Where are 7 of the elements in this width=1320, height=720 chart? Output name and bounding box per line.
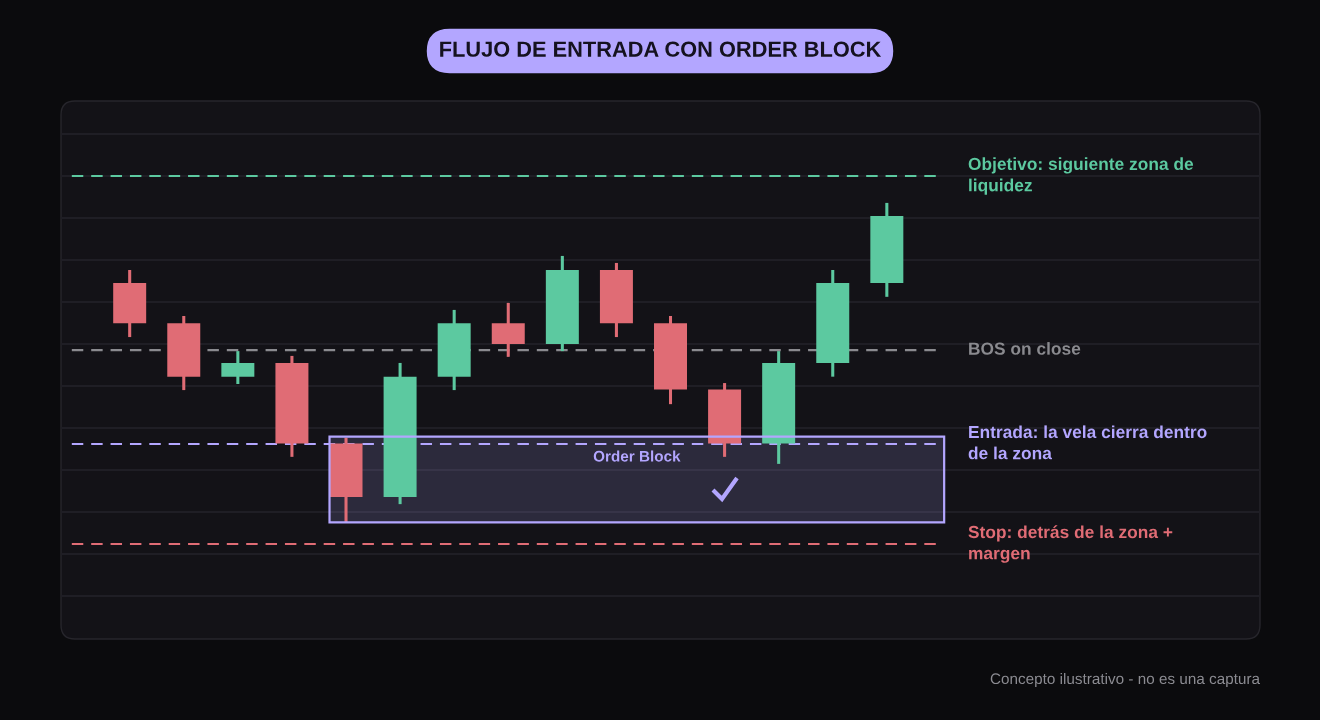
chart-title: FLUJO DE ENTRADA CON ORDER BLOCK [440,41,882,57]
ref-line-label: Entrada: la vela cierra dentro de la zona [968,425,1207,460]
ref-line-label: Objetivo: siguiente zona de liquidez [968,157,1194,195]
band-label: Order Block [593,450,681,462]
ref-line-label: Stop: detrás de la zona + margen [968,525,1173,563]
ref-line-label: BOS on close [969,342,1081,355]
text: Concepto ilustrativo - no es una captura [990,672,1261,688]
